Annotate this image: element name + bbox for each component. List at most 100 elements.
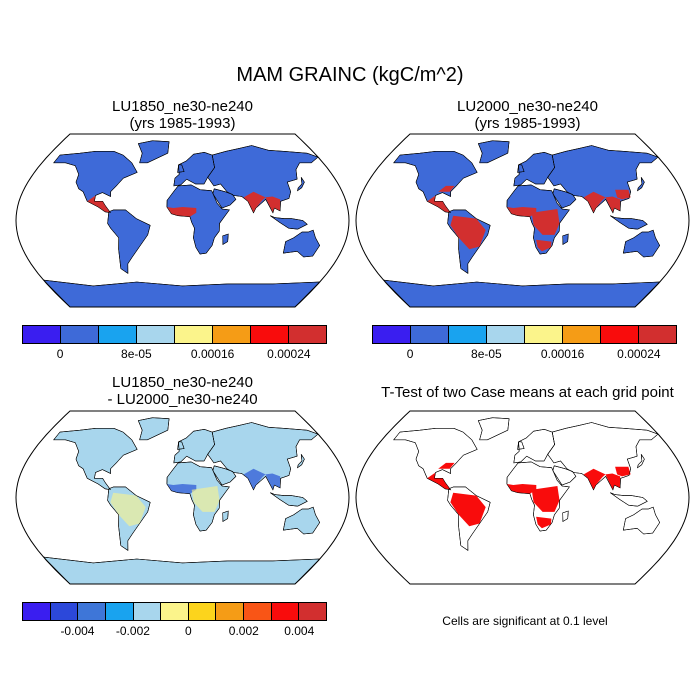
map-boundary xyxy=(15,410,350,585)
region-usse xyxy=(438,185,455,192)
colorbar-panel-3: -0.004 -0.002 0 0.002 0.004 xyxy=(22,602,327,638)
coastline-europe xyxy=(513,429,555,464)
coastline-japan xyxy=(637,454,645,469)
coastline-arabia xyxy=(212,465,237,486)
colorbar-tick-label: -0.002 xyxy=(115,624,150,638)
region-sea xyxy=(605,196,621,213)
colorbar-tick-label: 8e-05 xyxy=(121,347,152,361)
region-sea xyxy=(265,473,281,490)
coastline-madagascar xyxy=(562,510,569,522)
coastline-arabia xyxy=(212,188,237,209)
coastline-namerica xyxy=(393,151,478,214)
colorbar-tick-label: 0 xyxy=(185,624,192,638)
colorbar-box-6 xyxy=(213,326,251,343)
coastline-antarctica xyxy=(42,279,321,307)
colorbar-tick-label: 0.00016 xyxy=(190,347,235,361)
colorbar-box-8 xyxy=(639,326,676,343)
coastline-madagascar xyxy=(222,233,229,245)
map-boundary xyxy=(355,133,690,308)
region-india xyxy=(583,191,606,213)
coastline-japan xyxy=(637,177,645,192)
coastline-samerica xyxy=(447,209,491,274)
colorbar-box-7 xyxy=(188,603,217,620)
figure-title: MAM GRAINC (kgC/m^2) xyxy=(236,64,464,86)
region-wafrica xyxy=(166,484,197,494)
colorbar-box-6 xyxy=(563,326,601,343)
coastline-greenland xyxy=(137,417,170,441)
land-europe xyxy=(513,428,555,464)
colorbar-box-3 xyxy=(78,603,106,620)
colorbar-tick-label: 0 xyxy=(406,347,414,361)
coastline-indonesia xyxy=(270,215,308,230)
coastline-uk xyxy=(177,441,185,450)
land-antarctica xyxy=(382,279,661,307)
coastline-madagascar xyxy=(222,510,229,522)
colorbar-box-11 xyxy=(299,603,327,620)
panel-1-title: LU1850_ne30-ne240 (yrs 1985-1993) xyxy=(112,98,253,132)
colorbar-tick-label: 0 xyxy=(56,347,64,361)
land-greenland xyxy=(137,417,170,441)
colorbar-panel-2: 0 8e-05 0.00016 0.00024 xyxy=(372,325,677,361)
coastline-samerica xyxy=(107,486,151,551)
region-wafrica xyxy=(506,207,537,217)
coastline-asia xyxy=(547,145,659,214)
colorbar-box-2 xyxy=(411,326,449,343)
colorbar-box-4 xyxy=(137,326,175,343)
region-sea xyxy=(605,473,621,490)
colorbar-box-3 xyxy=(99,326,137,343)
map-boundary xyxy=(355,410,690,585)
colorbar-box-7 xyxy=(251,326,289,343)
land-samerica xyxy=(107,209,151,274)
coastline-madagascar xyxy=(562,233,569,245)
coastline-australia xyxy=(282,506,320,535)
region-mexico xyxy=(427,472,451,490)
land-namerica xyxy=(53,428,138,491)
coastline-greenland xyxy=(477,140,510,164)
region-safrica xyxy=(536,516,552,529)
ttest-significance-note: Cells are significant at 0.1 level xyxy=(442,614,608,628)
colorbar-tick-label: 0.00016 xyxy=(540,347,585,361)
region-india xyxy=(243,191,266,213)
land-greenland xyxy=(137,140,170,164)
colorbar-box-8 xyxy=(216,603,245,620)
colorbar-box-9 xyxy=(244,603,272,620)
coastline-indonesia xyxy=(270,492,308,507)
land-greenland xyxy=(477,140,510,164)
colorbar-box-1 xyxy=(373,326,411,343)
region-china xyxy=(615,189,631,200)
coastline-japan xyxy=(297,177,305,192)
coastline-asia xyxy=(547,422,659,491)
region-amazon xyxy=(110,492,146,527)
coastline-africa xyxy=(166,184,230,255)
coastline-indonesia xyxy=(610,492,648,507)
coastline-namerica xyxy=(53,151,138,214)
region-sea xyxy=(265,196,281,213)
coastline-africa xyxy=(166,461,230,532)
coastline-greenland xyxy=(137,140,170,164)
coastline-samerica xyxy=(447,486,491,551)
region-amazon xyxy=(450,215,486,250)
coastline-uk xyxy=(177,164,185,173)
coastline-asia xyxy=(207,145,319,214)
map-panel-3 xyxy=(15,410,350,585)
colorbar-box-1 xyxy=(23,326,61,343)
land-antarctica xyxy=(42,279,321,307)
colorbar-box-8 xyxy=(289,326,326,343)
colorbar-tick-label: 0.00024 xyxy=(267,347,311,361)
map-panel-4 xyxy=(355,410,690,585)
region-wafrica xyxy=(506,484,537,494)
colorbar-box-1 xyxy=(23,603,51,620)
coastline-antarctica xyxy=(42,556,321,584)
colorbar-box-2 xyxy=(61,326,99,343)
colorbar-box-4 xyxy=(487,326,525,343)
coastline-asia xyxy=(207,422,319,491)
region-mexico xyxy=(87,195,111,213)
region-india xyxy=(243,468,266,490)
colorbar-box-5 xyxy=(525,326,563,343)
coastline-arabia xyxy=(552,188,577,209)
map-panel-2 xyxy=(355,133,690,308)
coastline-antarctica xyxy=(382,279,661,307)
region-eafrica xyxy=(191,486,220,512)
region-china xyxy=(615,466,631,477)
colorbar-box-3 xyxy=(449,326,487,343)
